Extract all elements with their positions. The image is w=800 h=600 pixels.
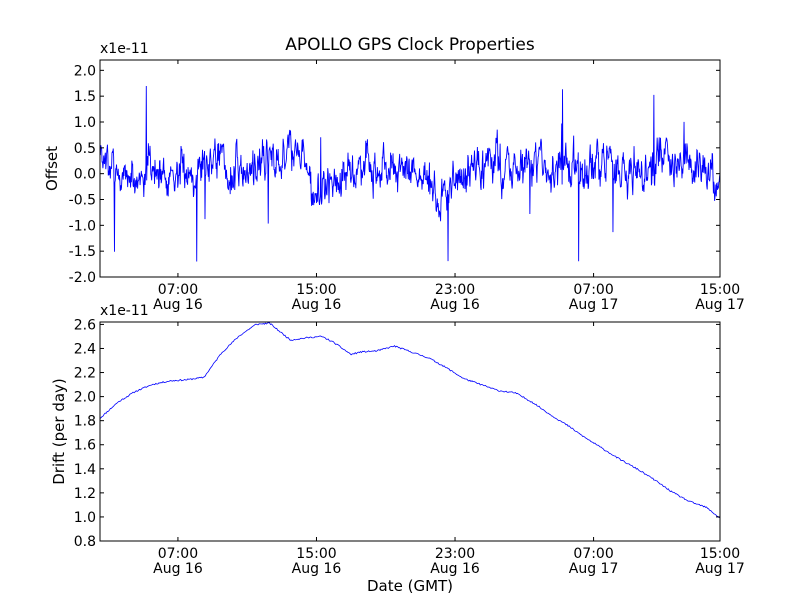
drift-x-tick-date: Aug 16: [153, 561, 203, 577]
drift-y-tick-label: 1.6: [74, 438, 96, 454]
drift-y-tick-label: 2.6: [74, 317, 96, 333]
drift-x-tick-date: Aug 16: [292, 561, 342, 577]
offset-y-axis: -2.0 -1.5 -1.0 -0.5 0.0 0.5 1.0 1.5 2.0: [69, 63, 720, 286]
offset-x-tick-time: 15:00: [296, 282, 336, 298]
offset-y-tick-label: -1.0: [69, 218, 96, 234]
drift-y-axis: 0.8 1.0 1.2 1.4 1.6 1.8 2.0 2.2 2.4 2.6: [74, 317, 720, 550]
drift-x-tick-time: 07:00: [573, 546, 613, 562]
offset-y-tick-label: 2.0: [74, 63, 96, 79]
drift-y-tick-label: 2.4: [74, 341, 96, 357]
offset-axes-frame: [99, 59, 721, 278]
offset-y-tick-label: 1.0: [74, 115, 96, 131]
drift-panel: 0.81.01.21.41.61.82.02.22.42.6 07:00Aug …: [50, 303, 745, 577]
drift-x-tick-time: 15:00: [296, 546, 336, 562]
offset-y-tick-label: 1.5: [74, 89, 96, 105]
drift-x-tick-time: 23:00: [435, 546, 475, 562]
drift-axes-frame: [99, 321, 721, 542]
offset-x-tick-date: Aug 16: [153, 297, 203, 313]
drift-y-tick-label: 0.8: [74, 534, 96, 550]
offset-x-tick-time: 23:00: [435, 282, 475, 298]
drift-x-tick-time: 07:00: [158, 546, 198, 562]
drift-y-tick-label: 1.8: [74, 414, 96, 430]
offset-series-line: [100, 85, 720, 262]
offset-y-tick-label: -1.5: [69, 244, 96, 260]
offset-panel: -2.0-1.5-1.0-0.50.00.51.01.52.0 07:00Aug…: [43, 41, 745, 313]
offset-y-tick-label: -0.5: [69, 193, 96, 209]
offset-x-tick-time: 07:00: [158, 282, 198, 298]
chart-title: APOLLO GPS Clock Properties: [285, 35, 535, 55]
drift-x-tick-date: Aug 17: [695, 561, 745, 577]
drift-y-tick-label: 1.2: [74, 486, 96, 502]
drift-series-line: [100, 322, 720, 519]
drift-y-tick-label: 2.0: [74, 390, 96, 406]
offset-x-tick-date: Aug 17: [695, 297, 745, 313]
offset-y-tick-label: 0.0: [74, 167, 96, 183]
drift-y-axis-label: Drift (per day): [50, 378, 68, 485]
drift-scale-label: x1e-11: [100, 303, 149, 319]
offset-y-tick-label: -2.0: [69, 270, 96, 286]
offset-x-tick-date: Aug 16: [292, 297, 342, 313]
drift-x-tick-date: Aug 16: [430, 561, 480, 577]
offset-x-tick-date: Aug 17: [569, 297, 619, 313]
offset-plot-area: [100, 85, 720, 262]
offset-x-tick-time: 15:00: [700, 282, 740, 298]
drift-x-tick-date: Aug 17: [569, 561, 619, 577]
offset-x-tick-date: Aug 16: [430, 297, 480, 313]
drift-plot-area: [100, 322, 720, 519]
offset-x-tick-time: 07:00: [573, 282, 613, 298]
drift-y-tick-label: 1.4: [74, 462, 96, 478]
drift-y-tick-label: 2.2: [74, 366, 96, 382]
x-axis-label: Date (GMT): [367, 577, 453, 595]
drift-x-tick-time: 15:00: [700, 546, 740, 562]
drift-y-tick-label: 1.0: [74, 510, 96, 526]
offset-y-axis-label: Offset: [43, 146, 61, 191]
offset-scale-label: x1e-11: [100, 41, 149, 57]
offset-y-tick-label: 0.5: [74, 141, 96, 157]
